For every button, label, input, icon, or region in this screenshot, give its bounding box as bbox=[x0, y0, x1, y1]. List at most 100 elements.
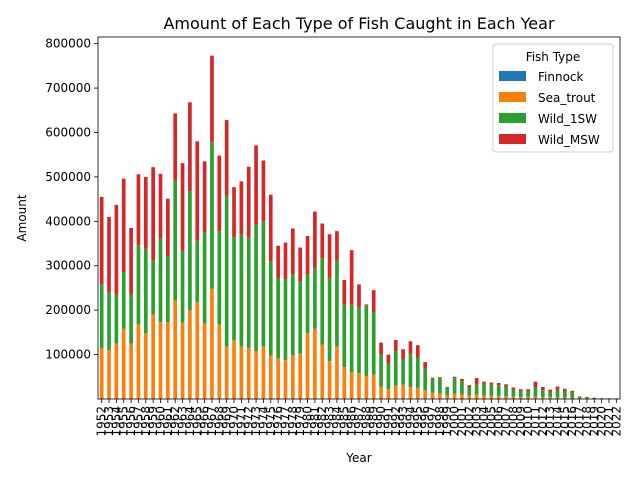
x-tick-label: 1974 bbox=[256, 406, 270, 437]
bar-sea-trout-1958 bbox=[143, 333, 148, 399]
bar-sea-trout-1954 bbox=[114, 343, 119, 399]
x-tick-label: 1967 bbox=[205, 406, 219, 437]
x-tick-label: 2017 bbox=[573, 406, 587, 437]
x-tick-label: 2001 bbox=[455, 406, 469, 437]
bar-wild-msw-1967 bbox=[210, 55, 214, 143]
bar-wild-1sw-1988 bbox=[364, 305, 369, 376]
bar-wild-msw-1978 bbox=[290, 228, 295, 275]
bar-wild-1sw-2003 bbox=[474, 384, 479, 395]
bar-wild-1sw-1993 bbox=[401, 359, 405, 385]
bar-sea-trout-1965 bbox=[195, 302, 200, 399]
bar-sea-trout-1990 bbox=[379, 386, 383, 399]
bar-wild-msw-2009 bbox=[518, 389, 523, 392]
bar-wild-msw-1996 bbox=[423, 362, 428, 369]
bar-wild-msw-2016 bbox=[570, 390, 575, 393]
bar-wild-msw-1989 bbox=[371, 290, 376, 312]
bar-wild-msw-1963 bbox=[180, 163, 185, 251]
x-tick-label: 1970 bbox=[227, 406, 241, 437]
x-tick-label: 1959 bbox=[146, 406, 160, 437]
x-tick-label: 1987 bbox=[352, 406, 366, 437]
bar-sea-trout-1988 bbox=[364, 375, 369, 399]
bar-wild-1sw-2010 bbox=[526, 391, 530, 397]
bar-wild-msw-1973 bbox=[254, 145, 258, 225]
x-tick-label: 2009 bbox=[514, 406, 528, 437]
bar-wild-1sw-2009 bbox=[518, 391, 523, 398]
bar-wild-1sw-1980 bbox=[305, 274, 310, 334]
bar-wild-1sw-1959 bbox=[151, 260, 155, 315]
bar-wild-msw-1966 bbox=[202, 161, 207, 233]
x-tick-label: 1977 bbox=[278, 406, 292, 437]
bar-sea-trout-1993 bbox=[401, 384, 405, 399]
bar-wild-msw-1988 bbox=[364, 304, 369, 306]
y-tick-label: 700000 bbox=[45, 81, 91, 95]
bar-wild-msw-2013 bbox=[548, 389, 552, 392]
bar-wild-msw-2003 bbox=[474, 378, 479, 385]
bar-wild-msw-1995 bbox=[415, 345, 420, 358]
x-tick-label: 2007 bbox=[499, 406, 513, 437]
x-tick-label: 1957 bbox=[131, 406, 145, 437]
bar-sea-trout-1998 bbox=[438, 393, 442, 399]
x-tick-label: 1971 bbox=[234, 406, 248, 437]
bar-wild-1sw-1976 bbox=[276, 278, 280, 359]
bar-sea-trout-1977 bbox=[283, 359, 288, 399]
bar-wild-1sw-1979 bbox=[298, 281, 303, 354]
bar-wild-1sw-2008 bbox=[511, 389, 516, 397]
x-tick-label: 1975 bbox=[264, 406, 278, 437]
bar-wild-msw-2015 bbox=[563, 388, 567, 392]
bar-wild-1sw-1983 bbox=[327, 277, 332, 362]
bar-wild-1sw-1999 bbox=[445, 387, 450, 396]
x-tick-label: 1966 bbox=[198, 406, 212, 437]
x-tick-label: 2019 bbox=[587, 406, 601, 437]
bar-wild-1sw-1989 bbox=[371, 311, 376, 375]
bar-wild-msw-2004 bbox=[482, 381, 486, 384]
x-tick-label: 1985 bbox=[337, 406, 351, 437]
bar-wild-msw-1962 bbox=[173, 113, 178, 181]
bar-wild-msw-1960 bbox=[158, 173, 163, 239]
bar-wild-1sw-1995 bbox=[415, 357, 420, 388]
y-tick-label: 400000 bbox=[45, 214, 91, 228]
legend-label-finnock: Finnock bbox=[538, 70, 584, 84]
bar-wild-msw-2001 bbox=[460, 379, 464, 382]
bar-sea-trout-1984 bbox=[335, 346, 339, 399]
bar-sea-trout-1959 bbox=[151, 314, 155, 399]
bar-sea-trout-1979 bbox=[298, 353, 303, 399]
bar-wild-1sw-1985 bbox=[342, 304, 347, 368]
chart-title: Amount of Each Type of Fish Caught in Ea… bbox=[163, 14, 554, 33]
bar-sea-trout-1975 bbox=[268, 355, 273, 399]
bar-wild-1sw-1955 bbox=[121, 271, 126, 329]
bar-wild-1sw-1990 bbox=[379, 354, 383, 387]
bar-wild-1sw-2001 bbox=[460, 381, 464, 395]
x-tick-label: 1986 bbox=[345, 406, 359, 437]
x-axis: 1952195319541955195619571958195919601961… bbox=[95, 399, 623, 437]
bar-sea-trout-2009 bbox=[518, 397, 523, 399]
y-tick-label: 200000 bbox=[45, 303, 91, 317]
bar-sea-trout-1972 bbox=[246, 347, 251, 399]
bar-wild-msw-1969 bbox=[224, 120, 229, 196]
bar-sea-trout-1970 bbox=[232, 340, 236, 399]
bar-wild-1sw-2016 bbox=[570, 392, 575, 398]
bar-wild-1sw-1957 bbox=[136, 245, 141, 325]
bar-wild-msw-1952 bbox=[99, 196, 104, 285]
bar-wild-1sw-1981 bbox=[313, 267, 317, 329]
bar-wild-1sw-1956 bbox=[129, 294, 133, 344]
x-tick-label: 2011 bbox=[528, 406, 542, 437]
x-tick-label: 2020 bbox=[595, 406, 609, 437]
bar-wild-msw-1972 bbox=[246, 166, 251, 238]
bar-wild-msw-1961 bbox=[166, 198, 170, 257]
bar-wild-1sw-1958 bbox=[143, 248, 148, 334]
bar-wild-msw-1983 bbox=[327, 234, 332, 278]
y-tick-label: 500000 bbox=[45, 170, 91, 184]
bar-sea-trout-1991 bbox=[386, 389, 391, 399]
bar-sea-trout-2008 bbox=[511, 396, 516, 399]
x-tick-label: 1969 bbox=[220, 406, 234, 437]
bar-wild-msw-1984 bbox=[335, 231, 339, 261]
x-tick-label: 1954 bbox=[109, 406, 123, 437]
bar-sea-trout-1969 bbox=[224, 346, 229, 399]
bar-wild-msw-1955 bbox=[121, 178, 126, 272]
bar-sea-trout-1997 bbox=[430, 392, 435, 399]
bar-sea-trout-2017 bbox=[577, 398, 582, 399]
bar-wild-1sw-2006 bbox=[496, 385, 501, 396]
bar-wild-msw-1991 bbox=[386, 354, 391, 364]
y-axis-label: Amount bbox=[15, 194, 29, 241]
bar-sea-trout-1986 bbox=[349, 372, 354, 399]
